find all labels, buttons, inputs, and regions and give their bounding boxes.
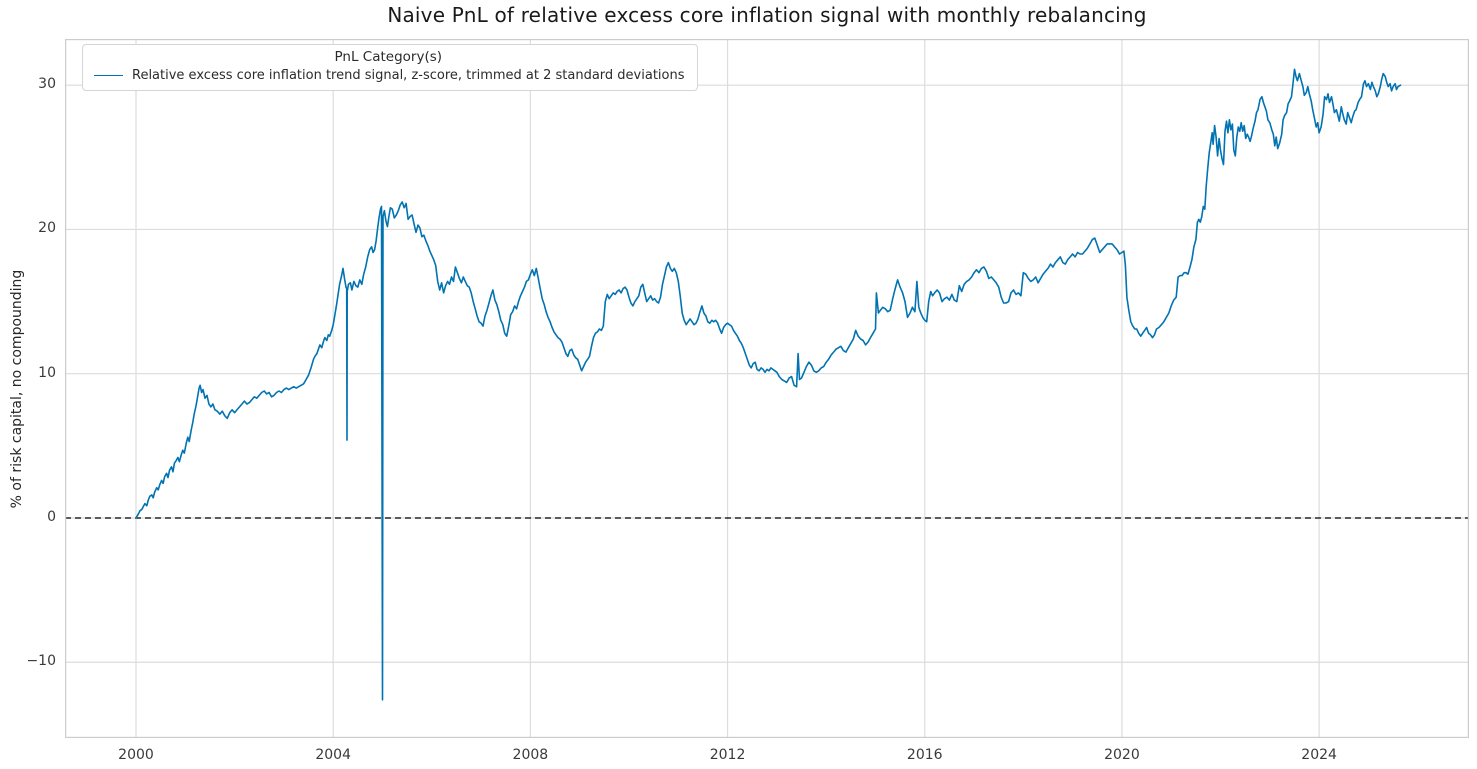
x-tick-label: 2016 [906,747,943,763]
y-gridlines [65,84,1469,663]
pnl-line [135,68,1402,701]
chart-canvas [65,39,1469,738]
y-tick-label: 10 [38,364,56,381]
legend: PnL Category(s) Relative excess core inf… [82,44,698,91]
y-tick-label: 30 [38,76,56,93]
x-tick-label: 2024 [1301,747,1337,763]
x-tick-label: 2012 [709,747,746,763]
x-gridlines [135,39,1320,738]
axes-border [65,39,1469,738]
y-tick-label: 20 [38,220,56,237]
x-tick-label: 2004 [315,747,351,763]
legend-entry: Relative excess core inflation trend sig… [92,68,685,83]
chart-title: Naive PnL of relative excess core inflat… [387,3,1147,27]
x-tick-label: 2000 [118,747,154,763]
x-tick-label: 2008 [512,747,549,763]
y-axis-label: % of risk capital, no compounding [9,269,25,509]
y-tick-label: −10 [26,653,56,670]
x-tick-label: 2020 [1104,747,1140,763]
y-tick-label: 0 [47,508,56,525]
legend-entry-label: Relative excess core inflation trend sig… [132,68,685,83]
legend-title: PnL Category(s) [334,49,443,65]
legend-line-swatch [94,75,123,76]
plot-area: PnL Category(s) Relative excess core inf… [65,39,1469,738]
